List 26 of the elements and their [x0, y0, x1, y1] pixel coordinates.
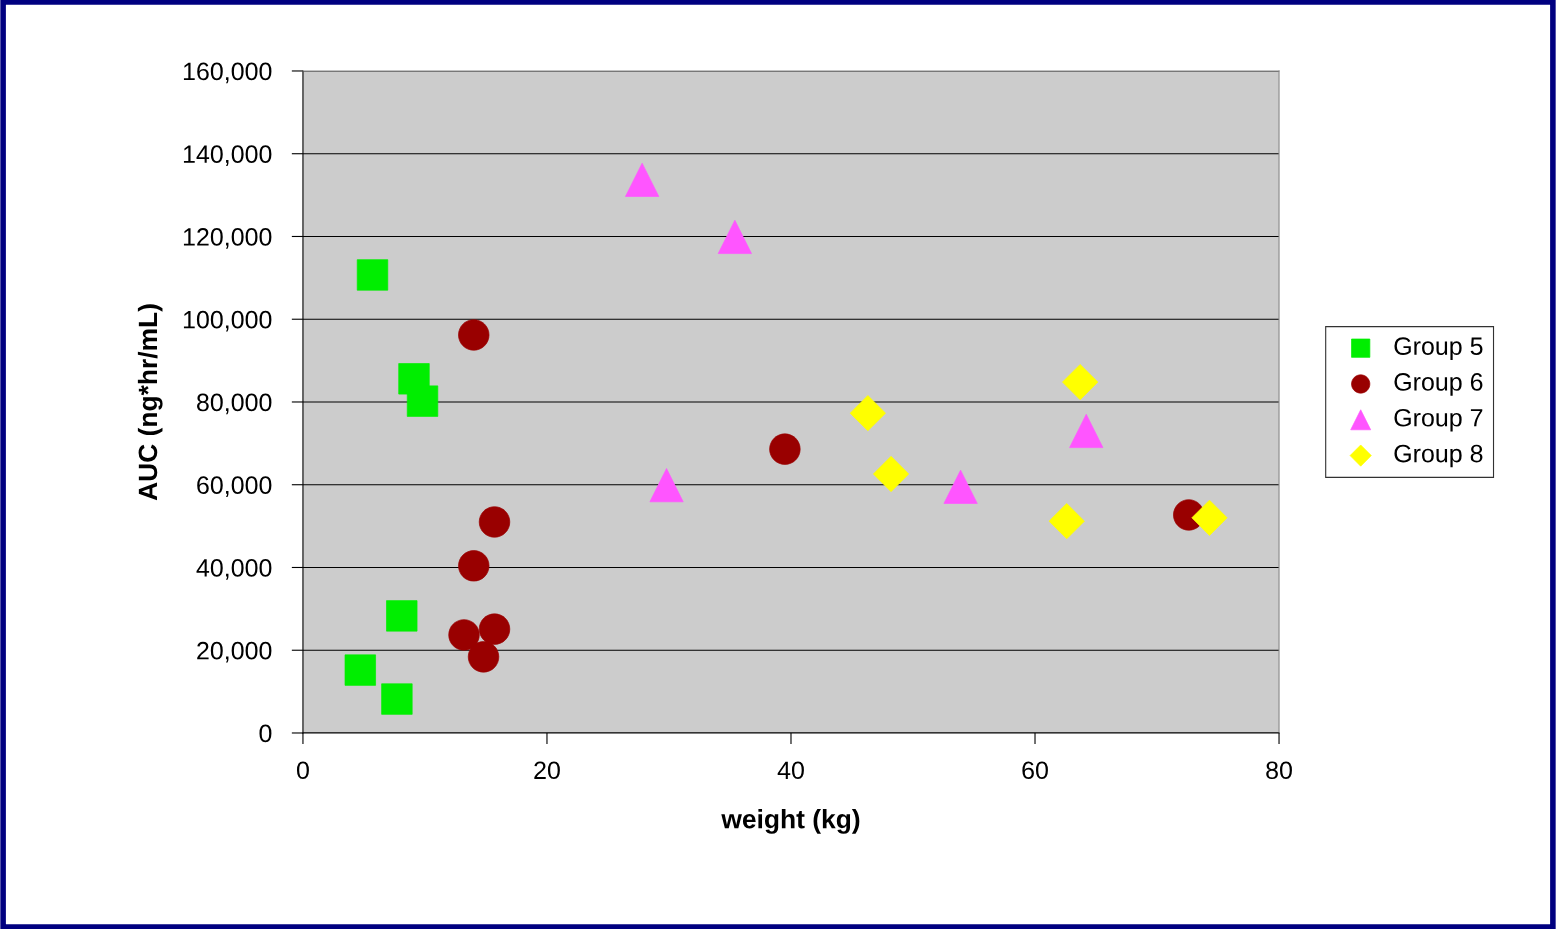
legend-label: Group 8 — [1394, 444, 1483, 468]
x-tick-label: 20 — [534, 761, 560, 780]
point — [873, 455, 910, 492]
y-tick-label: 40,000 — [196, 559, 272, 580]
x-tick-label: 40 — [777, 761, 804, 780]
x-tick-label: 80 — [1266, 761, 1292, 780]
x-tick-label: 60 — [1022, 761, 1048, 780]
point — [1062, 364, 1099, 401]
point — [769, 433, 801, 465]
point — [1191, 499, 1228, 536]
y-tick-label: 80,000 — [197, 393, 272, 415]
y-axis-title: AUC (ng*hr/mL) — [137, 304, 163, 501]
y-tick-label: 140,000 — [183, 145, 272, 166]
point — [478, 506, 511, 538]
y-tick-label: 100,000 — [183, 310, 272, 332]
y-tick-label: 120,000 — [183, 228, 272, 249]
x-tick-label: 0 — [296, 761, 309, 780]
point — [458, 550, 490, 582]
y-tick-label: 160,000 — [183, 62, 272, 84]
y-tick-label: 0 — [259, 724, 272, 743]
legend-label: Group 5 — [1394, 337, 1483, 360]
y-tick-label: 20,000 — [197, 641, 272, 663]
legend-label: Group 7 — [1394, 408, 1483, 432]
y-tick-label: 60,000 — [197, 476, 272, 497]
x-axis-title: weight (kg) — [721, 809, 860, 834]
legend-label: Group 6 — [1394, 373, 1483, 396]
